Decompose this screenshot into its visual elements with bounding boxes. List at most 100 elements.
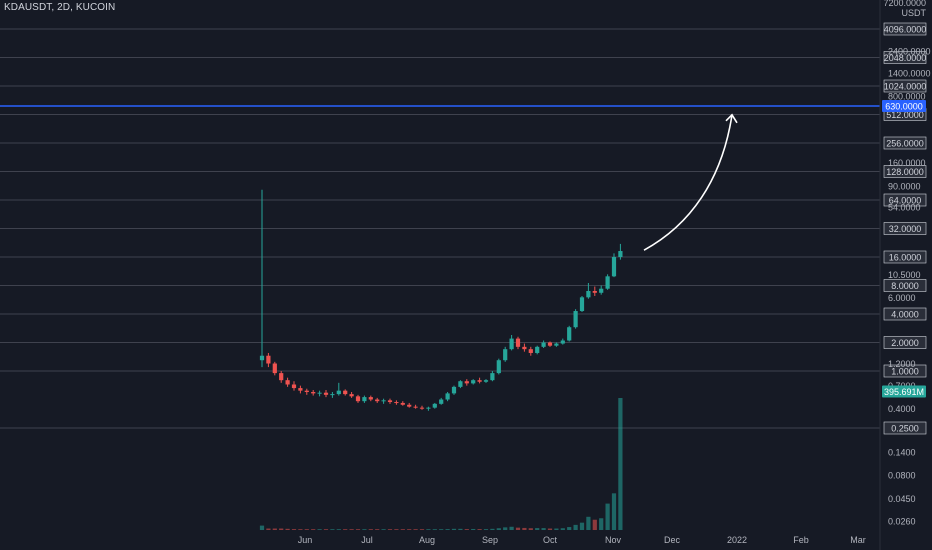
candle-body xyxy=(349,394,354,397)
volume-bar xyxy=(503,527,508,530)
candle-body xyxy=(439,399,444,404)
volume-bar xyxy=(573,524,578,530)
time-tick-label: Nov xyxy=(605,535,622,545)
volume-bar xyxy=(515,527,521,530)
candle-body xyxy=(400,402,405,405)
volume-bar xyxy=(522,527,527,530)
candle-body xyxy=(541,342,546,347)
time-axis[interactable]: Jun Jul Aug Sep Oct Nov Dec 2022 Feb Mar xyxy=(298,535,866,545)
candle-body xyxy=(413,406,418,408)
price-tick-label: 0.1400 xyxy=(888,447,916,457)
volume-bar xyxy=(445,529,450,530)
candle-body xyxy=(560,340,565,344)
candle-body xyxy=(522,346,527,350)
price-label-box xyxy=(883,22,927,36)
volume-bar xyxy=(381,529,386,530)
time-tick-label: Mar xyxy=(850,535,866,545)
volume-bar xyxy=(317,529,322,530)
time-tick-label: Oct xyxy=(543,535,558,545)
gridlines xyxy=(0,28,880,429)
candle-body xyxy=(259,355,265,361)
price-label-box xyxy=(883,421,927,435)
price-tick-label: 1024.0000 xyxy=(884,82,927,92)
price-tick-label: 512.0000 xyxy=(886,110,924,120)
arrow-curve[interactable] xyxy=(643,114,733,251)
volume-bar xyxy=(349,529,354,530)
candle-body xyxy=(381,400,386,402)
price-tick-label: 2400.0000 xyxy=(888,46,931,56)
symbol-title[interactable]: KDAUSDT, 2D, KUCOIN xyxy=(4,2,116,13)
arrow-head[interactable] xyxy=(725,113,738,124)
candle-body xyxy=(599,288,604,293)
volume-bar xyxy=(285,528,290,530)
volume-bar xyxy=(304,529,309,530)
price-tick-label: 4.0000 xyxy=(891,310,919,320)
price-tick-label: 16.0000 xyxy=(889,253,922,263)
volume-bar xyxy=(311,529,316,530)
price-axis[interactable]: 4096.0000 2048.0000 1024.0000 512.0000 256.0… xyxy=(882,22,931,527)
volume-bar xyxy=(336,529,341,530)
volume-bar xyxy=(451,528,457,530)
price-tick-label: 0.2500 xyxy=(891,424,919,434)
volume-bar xyxy=(509,526,514,530)
volume-bar xyxy=(541,528,546,530)
volume-bar xyxy=(483,529,489,530)
candle-body xyxy=(573,311,578,328)
volume-bar xyxy=(279,528,284,530)
candle-body xyxy=(464,381,469,384)
volume-bar xyxy=(579,522,585,530)
volume-bar xyxy=(291,529,297,530)
price-label-box xyxy=(883,336,927,349)
price-label-box xyxy=(883,79,927,93)
candle-body xyxy=(586,290,591,298)
candle-body xyxy=(343,390,348,395)
level-price-label: 630.0000 xyxy=(885,101,923,111)
candle-body xyxy=(279,373,284,381)
annotation-arrow[interactable] xyxy=(643,113,738,251)
candle-body xyxy=(394,402,399,404)
price-label-box xyxy=(883,250,927,264)
volume-bar xyxy=(471,528,476,530)
volume-bar xyxy=(298,529,303,530)
candle-body xyxy=(407,404,412,407)
price-tick-label: 0.0260 xyxy=(888,517,916,527)
candle-body xyxy=(528,349,533,353)
volume-bar xyxy=(567,527,572,530)
volume-bar xyxy=(496,528,501,530)
time-tick-label: Jul xyxy=(361,535,373,545)
volume-bar xyxy=(618,398,623,530)
candle-body xyxy=(451,386,457,394)
price-tick-label: 1.0000 xyxy=(891,367,919,377)
axis-top-label: 7200.0000 xyxy=(883,0,926,8)
price-tick-label: 6.0000 xyxy=(888,293,916,303)
candle-body xyxy=(445,393,450,400)
volume-bar xyxy=(599,518,604,530)
price-tick-label: 128.0000 xyxy=(886,167,924,177)
candle-body xyxy=(272,363,277,374)
candle-body xyxy=(317,392,322,394)
candle-body xyxy=(458,381,463,387)
volume-tag-label: 395.691M xyxy=(884,387,924,397)
volume-bar xyxy=(611,493,617,530)
candle-body xyxy=(285,380,290,385)
price-label-box xyxy=(883,165,927,178)
price-label-box xyxy=(883,307,927,321)
volume-bar xyxy=(439,529,444,530)
candle-body xyxy=(419,407,425,409)
price-tick-label: 256.0000 xyxy=(886,139,924,149)
volume-bar xyxy=(343,529,348,530)
candle-body xyxy=(477,380,482,382)
price-tick-label: 1.2000 xyxy=(888,359,916,369)
volume-bar xyxy=(592,519,597,530)
volume-bar xyxy=(426,529,431,530)
volume-bar xyxy=(362,529,367,530)
axis-unit-label: 7200.0000 USDT xyxy=(883,0,926,18)
candle-body xyxy=(387,400,393,403)
candle-body xyxy=(304,390,309,393)
volume-bar xyxy=(458,528,463,530)
level-price-tag xyxy=(882,99,926,112)
price-label-box xyxy=(883,279,927,292)
time-tick-label: Aug xyxy=(419,535,435,545)
candle-body xyxy=(547,342,553,346)
